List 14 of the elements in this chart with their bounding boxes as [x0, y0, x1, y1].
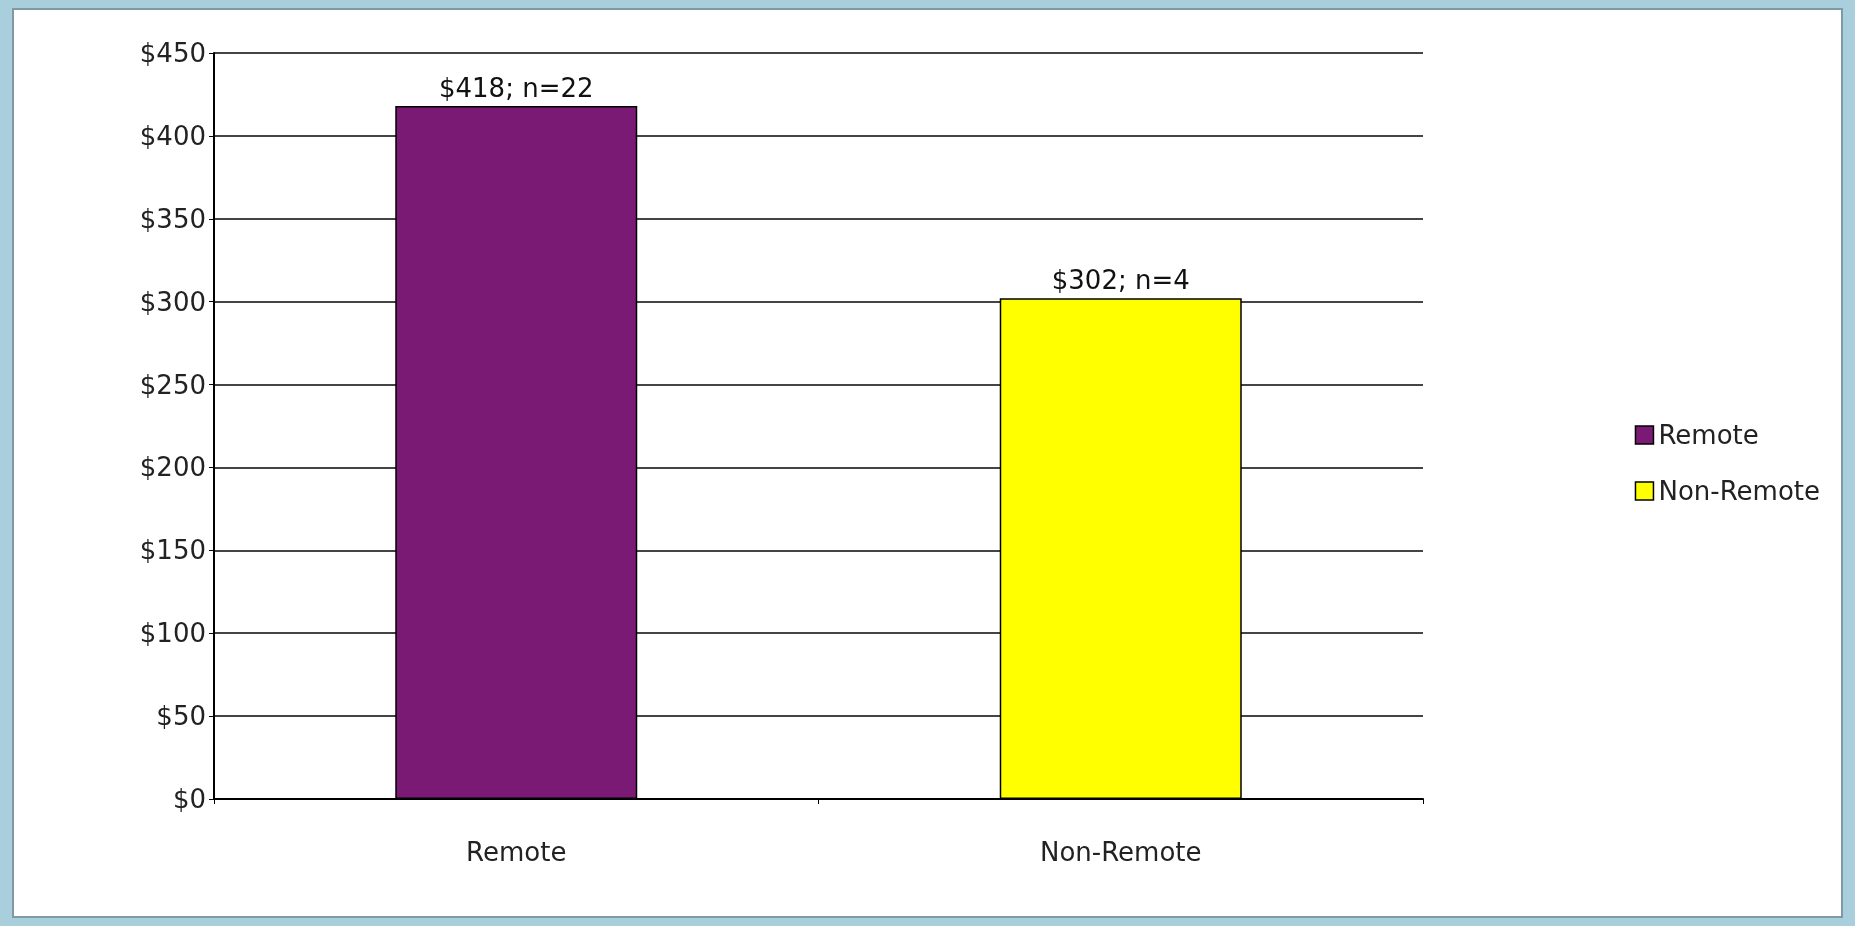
y-tick-label: $50	[156, 701, 206, 732]
y-tick-label: $100	[139, 618, 206, 649]
data-label: $418; n=22	[438, 73, 594, 104]
y-tick-label: $250	[139, 369, 206, 400]
y-tick-label: $450	[139, 38, 206, 68]
y-tick-label: $300	[139, 286, 206, 317]
y-tick-label: $400	[139, 120, 206, 151]
y-tick-label: $150	[139, 535, 206, 566]
y-tick-label: $0	[172, 784, 206, 814]
legend-label: Remote	[1658, 420, 1759, 450]
legend-label: Non-Remote	[1658, 476, 1821, 506]
y-tick-label: $200	[139, 452, 206, 483]
y-tick-label: $350	[139, 203, 206, 234]
data-label: $302; n=4	[1051, 265, 1190, 296]
